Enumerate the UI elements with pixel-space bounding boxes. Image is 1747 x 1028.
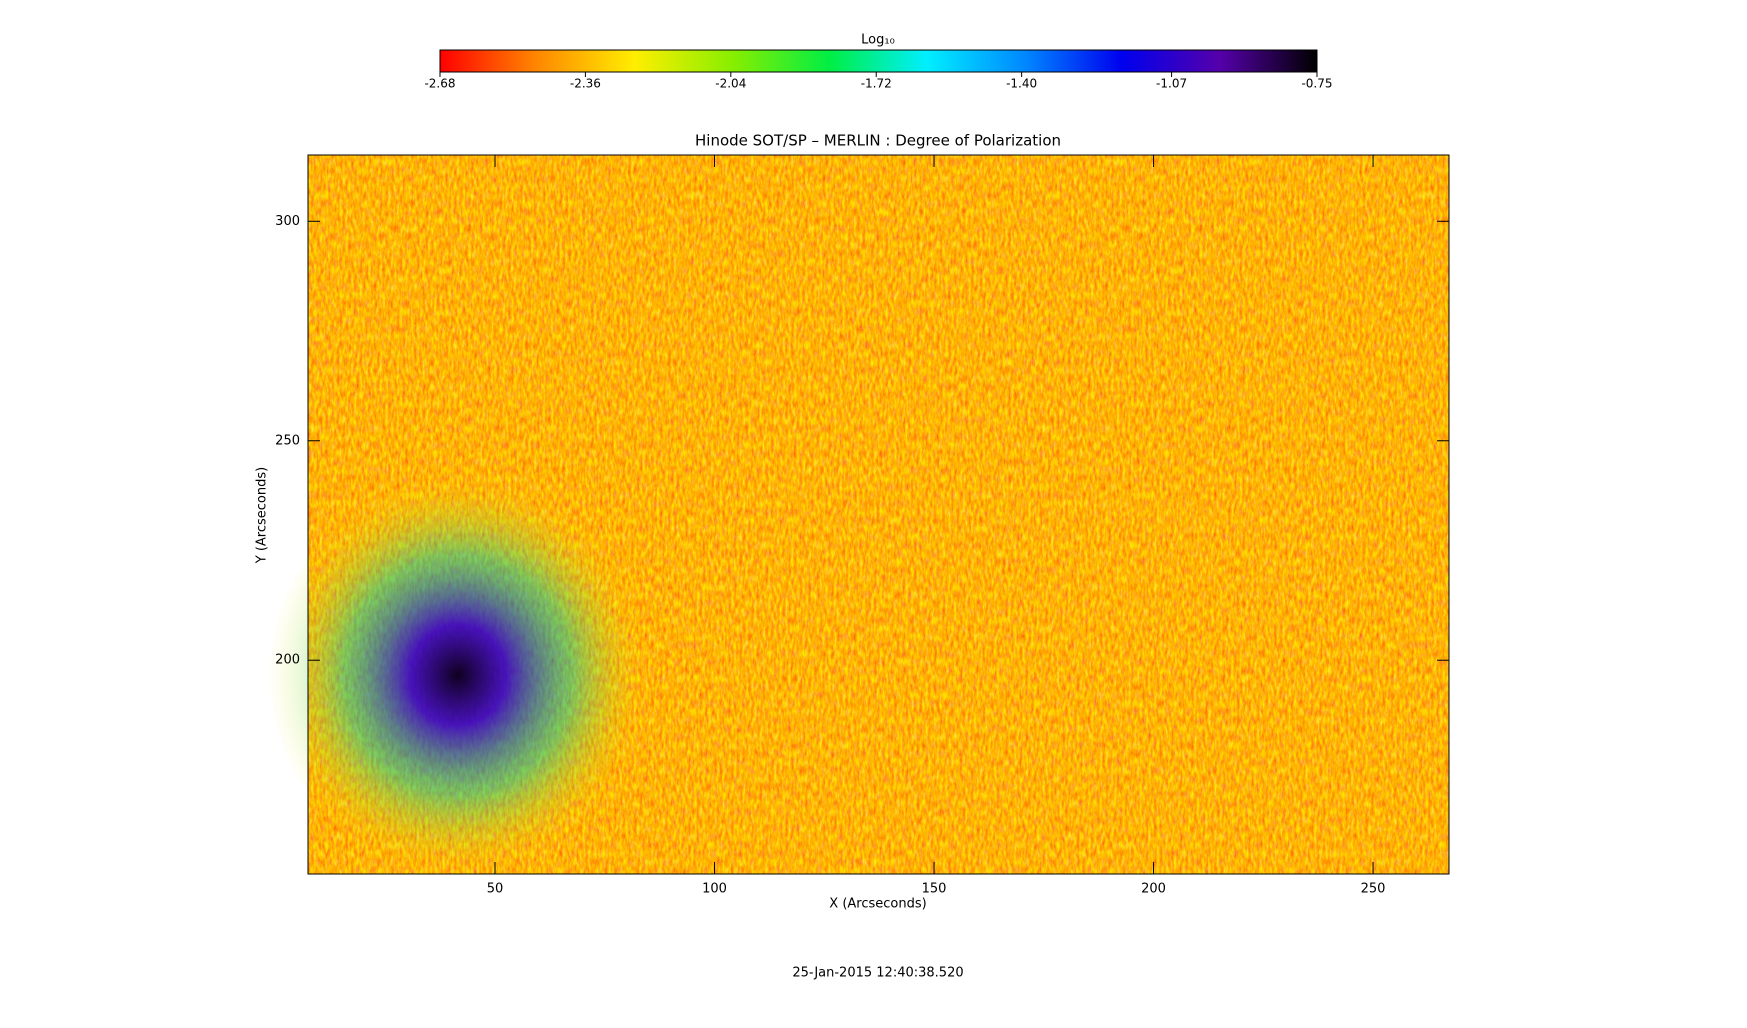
colorbar-tick-label: -1.07 (1156, 77, 1187, 91)
x-tick-label: 150 (922, 882, 947, 897)
colorbar-tick-label: -0.75 (1301, 77, 1332, 91)
x-tick-label: 50 (487, 882, 504, 897)
colorbar (439, 49, 1318, 73)
timestamp: 25-Jan-2015 12:40:38.520 (792, 966, 963, 981)
heatmap-feature (268, 475, 648, 875)
colorbar-label: Log₁₀ (861, 33, 895, 48)
x-tick-label: 100 (702, 882, 727, 897)
colorbar-tick-label: -2.04 (715, 77, 746, 91)
x-tick-label: 250 (1361, 882, 1386, 897)
chart-title: Hinode SOT/SP – MERLIN : Degree of Polar… (695, 132, 1061, 150)
y-tick-label: 250 (275, 433, 300, 448)
x-axis-label: X (Arcseconds) (829, 897, 926, 912)
colorbar-tick-label: -1.72 (861, 77, 892, 91)
plot-frame (307, 154, 1450, 875)
colorbar-tick-label: -2.68 (424, 77, 455, 91)
y-tick-label: 200 (275, 653, 300, 668)
x-tick-label: 200 (1141, 882, 1166, 897)
y-axis-label: Y (Arcseconds) (255, 467, 270, 564)
y-tick-label: 300 (275, 214, 300, 229)
colorbar-tick-label: -2.36 (570, 77, 601, 91)
colorbar-tick-label: -1.40 (1006, 77, 1037, 91)
